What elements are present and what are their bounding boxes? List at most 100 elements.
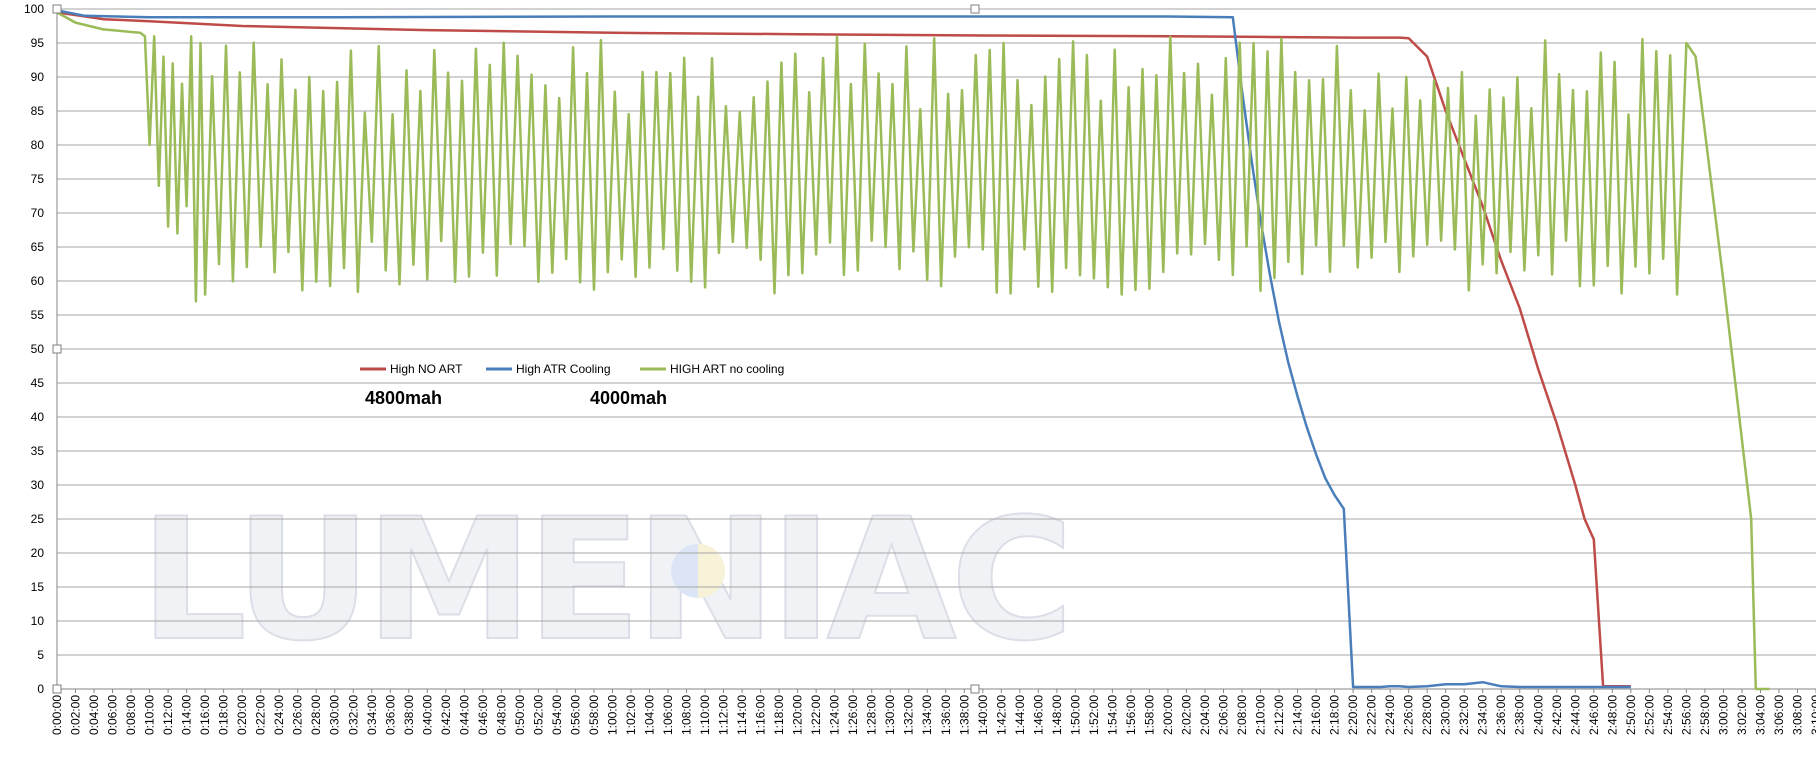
x-tick-label: 3:06:00 [1772,695,1786,735]
x-tick-label: 3:04:00 [1753,695,1767,735]
selection-handles[interactable] [52,4,980,694]
x-tick-label: 1:54:00 [1105,695,1119,735]
x-tick-label: 3:08:00 [1790,695,1804,735]
resize-handle[interactable] [970,684,980,694]
watermark-text: LUMENIAC [140,482,1068,678]
x-tick-label: 0:04:00 [87,695,101,735]
x-tick-label: 2:28:00 [1420,695,1434,735]
x-tick-label: 1:36:00 [939,695,953,735]
x-tick-label: 1:06:00 [661,695,675,735]
x-tick-label: 0:50:00 [513,695,527,735]
x-tick-label: 0:34:00 [365,695,379,735]
x-tick-label: 3:00:00 [1716,695,1730,735]
x-tick-label: 1:18:00 [772,695,786,735]
x-tick-label: 2:10:00 [1254,695,1268,735]
resize-handle[interactable] [52,344,62,354]
x-tick-label: 0:36:00 [383,695,397,735]
resize-handle[interactable] [52,4,62,14]
x-tick-label: 2:58:00 [1698,695,1712,735]
x-tick-label: 1:08:00 [680,695,694,735]
resize-handle[interactable] [970,4,980,14]
x-tick-label: 2:42:00 [1550,695,1564,735]
x-tick-label: 1:48:00 [1050,695,1064,735]
x-tick-label: 1:42:00 [994,695,1008,735]
x-tick-label: 1:04:00 [643,695,657,735]
x-tick-label: 0:08:00 [124,695,138,735]
x-tick-label: 0:46:00 [476,695,490,735]
x-tick-label: 0:00:00 [50,695,64,735]
x-tick-label: 2:26:00 [1402,695,1416,735]
x-tick-label: 2:52:00 [1642,695,1656,735]
x-tick-label: 1:12:00 [717,695,731,735]
x-tick-label: 2:32:00 [1457,695,1471,735]
y-tick-label: 10 [31,614,45,628]
x-tick-label: 2:50:00 [1624,695,1638,735]
x-tick-label: 2:18:00 [1328,695,1342,735]
y-tick-label: 45 [31,376,45,390]
y-tick-label: 55 [31,308,45,322]
x-axis-ticks: 0:00:00 0:02:00 0:04:00 0:06:00 0:08:00 0:10:… [50,689,1816,735]
x-tick-label: 1:56:00 [1124,695,1138,735]
x-tick-label: 0:24:00 [272,695,286,735]
x-tick-label: 0:48:00 [494,695,508,735]
x-tick-label: 2:12:00 [1272,695,1286,735]
y-tick-label: 60 [31,274,45,288]
x-tick-label: 2:36:00 [1494,695,1508,735]
series-line-high-no-art [56,11,1631,688]
x-tick-label: 1:22:00 [809,695,823,735]
x-tick-label: 1:46:00 [1031,695,1045,735]
x-tick-label: 1:40:00 [976,695,990,735]
y-tick-label: 25 [31,512,45,526]
x-tick-label: 0:40:00 [420,695,434,735]
y-tick-label: 75 [31,172,45,186]
x-tick-label: 2:14:00 [1291,695,1305,735]
x-tick-label: 1:58:00 [1142,695,1156,735]
y-tick-label: 30 [31,478,45,492]
x-tick-label: 0:22:00 [254,695,268,735]
series-line-high-art-no-cooling [56,11,1770,691]
watermark-logo: LUMENIAC [139,481,1075,679]
x-tick-label: 2:54:00 [1661,695,1675,735]
x-tick-label: 0:20:00 [235,695,249,735]
y-tick-label: 90 [31,70,45,84]
x-tick-label: 2:02:00 [1179,695,1193,735]
x-tick-label: 1:38:00 [957,695,971,735]
x-tick-label: 2:24:00 [1383,695,1397,735]
x-tick-label: 0:12:00 [161,695,175,735]
y-tick-label: 40 [31,410,45,424]
x-tick-label: 2:38:00 [1513,695,1527,735]
x-tick-label: 0:38:00 [402,695,416,735]
x-tick-label: 2:46:00 [1587,695,1601,735]
x-tick-label: 0:58:00 [587,695,601,735]
x-tick-label: 1:16:00 [754,695,768,735]
x-tick-label: 1:28:00 [865,695,879,735]
x-tick-label: 0:42:00 [439,695,453,735]
y-tick-label: 50 [31,342,45,356]
x-tick-label: 2:22:00 [1365,695,1379,735]
x-tick-label: 0:28:00 [309,695,323,735]
x-tick-label: 0:32:00 [346,695,360,735]
legend-label-high-no-art: High NO ART [390,362,463,376]
x-tick-label: 2:48:00 [1605,695,1619,735]
x-tick-label: 2:08:00 [1235,695,1249,735]
x-tick-label: 1:30:00 [883,695,897,735]
x-tick-label: 1:14:00 [735,695,749,735]
x-tick-label: 2:40:00 [1531,695,1545,735]
x-tick-label: 2:06:00 [1216,695,1230,735]
legend-label-high-art-no-cooling: HIGH ART no cooling [670,362,784,376]
y-tick-label: 70 [31,206,45,220]
y-tick-label: 80 [31,138,45,152]
y-tick-label: 65 [31,240,45,254]
x-tick-label: 0:18:00 [217,695,231,735]
x-tick-label: 0:06:00 [106,695,120,735]
x-tick-label: 0:02:00 [69,695,83,735]
x-tick-label: 2:00:00 [1161,695,1175,735]
legend-label-high-atr-cooling: High ATR Cooling [516,362,611,376]
x-tick-label: 1:52:00 [1087,695,1101,735]
y-tick-label: 35 [31,444,45,458]
series-line-high-atr-cooling [56,9,1631,689]
y-tick-label: 15 [31,580,45,594]
resize-handle[interactable] [52,684,62,694]
y-tick-label: 5 [37,648,44,662]
